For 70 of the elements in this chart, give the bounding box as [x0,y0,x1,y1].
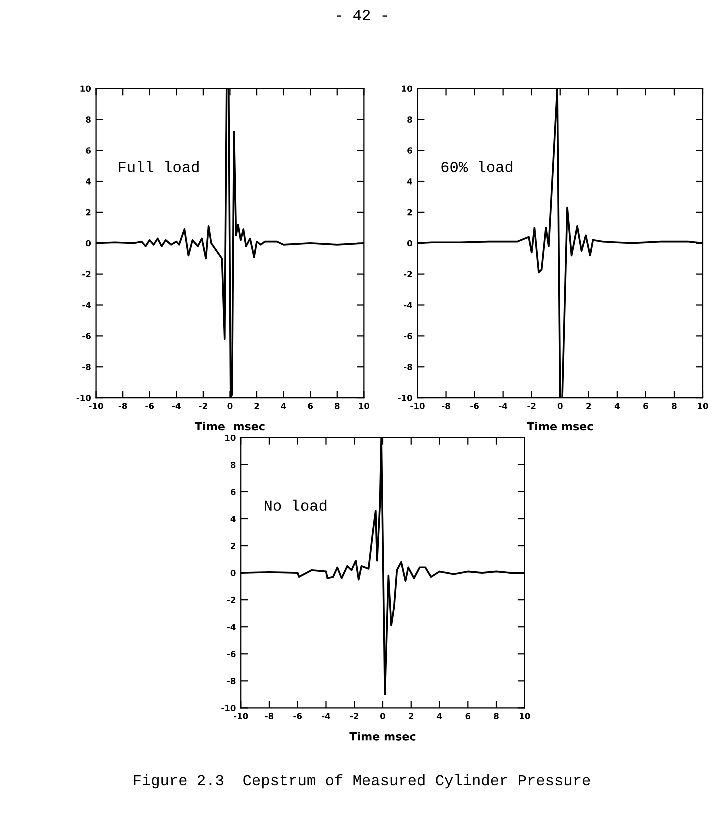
y-tick-label: 4 [407,178,413,185]
y-tick-label: 6 [230,488,236,496]
x-tick-label: 4 [614,403,620,410]
x-tick-label: -4 [322,713,330,720]
x-tick-label: 8 [334,403,340,410]
x-axis-title: Time msec [350,732,416,741]
x-tick-label: -8 [442,403,450,410]
y-tick-label: -10 [398,395,412,402]
y-tick-label: 6 [86,148,91,154]
annotation: No load [265,500,327,512]
y-tick-label: 0 [230,570,236,576]
y-tick-label: 8 [408,116,412,123]
y-tick-label: 6 [408,148,412,154]
y-tick-label: -10 [76,395,92,402]
y-tick-label: -2 [82,271,91,278]
x-tick-label: -8 [265,713,274,720]
x-axis-title: Time msec [195,422,265,431]
y-tick-label: 4 [86,178,92,185]
caption: Figure 2.3 Cepstrum of Measured Cylinder Pressure [134,774,590,789]
x-tick-label: 10 [698,403,708,410]
y-tick-label: 2 [231,543,236,550]
y-tick-label: 0 [86,240,92,247]
y-tick-label: 0 [407,240,412,247]
x-tick-label: -6 [294,713,302,720]
y-tick-label: -8 [82,364,91,370]
text: - 42 - [336,10,388,20]
x-tick-label: -2 [528,403,536,410]
y-tick-label: -10 [222,705,236,712]
y-tick-label: 2 [86,209,91,216]
x-tick-label: 4 [281,403,286,410]
y-tick-label: 10 [80,86,92,92]
x-tick-label: 8 [672,403,677,410]
x-tick-label: -6 [470,403,479,410]
y-tick-label: -4 [82,302,92,308]
x-tick-label: 6 [308,403,314,410]
x-tick-label: -4 [499,403,508,410]
y-tick-label: 8 [230,462,236,468]
y-tick-label: -2 [404,271,412,278]
y-tick-label: -6 [82,333,91,340]
y-tick-label: -8 [404,364,412,370]
x-tick-label: 10 [520,713,530,720]
y-tick-label: -8 [227,678,236,684]
annotation: 60% load [442,161,513,172]
y-tick-label: 2 [408,209,412,216]
y-tick-label: -2 [227,597,236,604]
x-tick-label: -2 [350,713,359,720]
x-tick-label: 6 [644,403,648,410]
y-tick-label: 10 [402,86,412,92]
y-tick-label: -4 [227,624,236,630]
x-tick-label: 8 [494,713,499,720]
x-tick-label: 4 [437,713,442,720]
y-tick-label: 4 [230,516,236,522]
y-tick-label: 8 [86,116,91,123]
y-tick-label: -6 [227,651,236,658]
line-series [96,88,364,398]
x-tick-label: -6 [146,403,154,410]
y-tick-label: 10 [226,434,236,442]
x-tick-label: 10 [359,403,370,410]
y-tick-label: -4 [404,302,413,308]
x-tick-label: 2 [254,403,260,410]
x-tick-label: 6 [466,713,471,720]
x-tick-label: 0 [380,713,386,720]
x-tick-label: -4 [172,403,181,410]
x-tick-label: 0 [558,403,563,410]
x-tick-label: -2 [199,403,208,410]
y-tick-label: -6 [404,333,412,340]
x-tick-label: -8 [118,403,128,410]
x-axis-title: Time msec [527,422,593,431]
annotation: Full load [119,161,199,172]
x-tick-label: 2 [586,403,592,410]
